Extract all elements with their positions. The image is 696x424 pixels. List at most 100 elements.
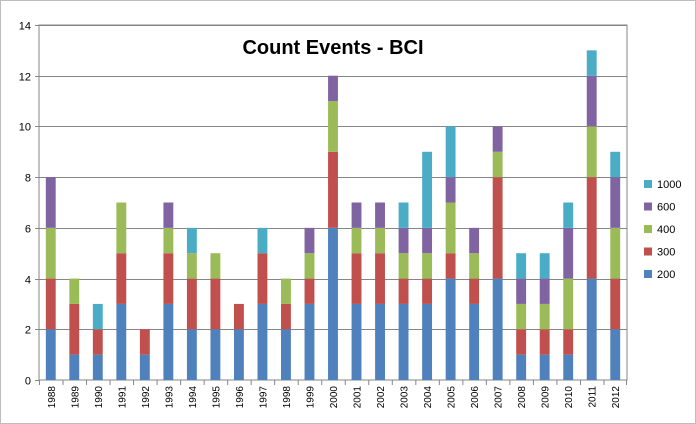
x-tick-label: 2012 xyxy=(611,386,622,409)
bar-segment-1000 xyxy=(516,253,527,279)
bar-segment-200 xyxy=(257,303,268,380)
x-tick-label: 2010 xyxy=(564,386,575,409)
bar-segment-200 xyxy=(375,303,385,380)
bar-segment-1000 xyxy=(257,227,268,254)
bar-segment-200 xyxy=(304,303,315,380)
bar-segment-400 xyxy=(492,151,503,178)
bar-segment-200 xyxy=(210,329,221,380)
bar-segment-400 xyxy=(422,253,433,279)
bar-segment-300 xyxy=(586,177,597,279)
bar-segment-400 xyxy=(69,278,80,304)
bar-segment-300 xyxy=(233,303,244,330)
x-tick-label: 1994 xyxy=(188,386,199,409)
bar-segment-600 xyxy=(563,227,574,279)
bar-segment-400 xyxy=(116,202,127,254)
bar-segment-600 xyxy=(610,177,621,228)
bar-segment-300 xyxy=(139,329,150,355)
bar-segment-300 xyxy=(304,278,315,304)
bar-segment-400 xyxy=(210,253,221,279)
bar-segment-200 xyxy=(233,329,244,380)
bar-segment-200 xyxy=(45,329,56,380)
x-tick-label: 2003 xyxy=(400,386,411,409)
bar-segment-300 xyxy=(492,177,503,279)
x-tick-label: 2007 xyxy=(494,386,505,409)
bar-segment-200 xyxy=(563,354,574,380)
bar-segment-400 xyxy=(328,101,338,152)
legend-label-600: 600 xyxy=(657,202,675,214)
bar-segment-1000 xyxy=(610,151,621,178)
legend-label-1000: 1000 xyxy=(657,179,681,191)
bar-segment-1000 xyxy=(92,303,103,330)
bar-segment-400 xyxy=(351,227,362,254)
bar-segment-300 xyxy=(563,329,574,355)
bar-segment-300 xyxy=(281,303,291,330)
bar-segment-200 xyxy=(92,354,103,380)
bar-segment-300 xyxy=(328,151,338,228)
bar-segment-400 xyxy=(281,278,291,304)
bar-segment-600 xyxy=(328,75,338,102)
chart-title: Count Events - BCI xyxy=(242,37,424,59)
x-tick-label: 2009 xyxy=(541,386,552,409)
bar-segment-1000 xyxy=(586,50,597,76)
y-tick-label: 10 xyxy=(19,122,31,134)
bar-segment-400 xyxy=(45,227,56,279)
y-tick-label: 2 xyxy=(25,325,31,337)
bar-segment-600 xyxy=(492,126,503,152)
bar-segment-400 xyxy=(186,253,197,279)
bar-segment-300 xyxy=(210,278,221,330)
y-tick-label: 8 xyxy=(25,173,31,185)
x-tick-label: 1995 xyxy=(211,386,222,409)
bar-segment-1000 xyxy=(422,151,433,228)
bar-segment-200 xyxy=(351,303,362,380)
bar-segment-600 xyxy=(539,278,550,304)
bar-segment-600 xyxy=(586,75,597,127)
bar-segment-300 xyxy=(375,253,385,304)
bar-segment-200 xyxy=(281,329,291,380)
y-tick-label: 14 xyxy=(19,21,31,33)
bar-segment-400 xyxy=(445,202,456,254)
legend-label-300: 300 xyxy=(657,247,675,259)
y-tick-label: 6 xyxy=(25,224,31,236)
x-tick-label: 2008 xyxy=(517,386,528,409)
legend-swatch-300 xyxy=(644,247,652,256)
y-tick-label: 12 xyxy=(19,72,31,84)
bar-segment-600 xyxy=(163,202,174,228)
bar-segment-200 xyxy=(139,354,150,380)
bar-segment-200 xyxy=(328,227,338,380)
x-tick-label: 2011 xyxy=(588,386,599,408)
x-tick-label: 1990 xyxy=(94,386,105,409)
bar-segment-1000 xyxy=(539,253,550,279)
x-tick-label: 1993 xyxy=(164,386,175,409)
bar-segment-300 xyxy=(45,278,56,330)
bar-segment-200 xyxy=(469,303,480,380)
bar-segment-1000 xyxy=(563,202,574,228)
bar-segment-200 xyxy=(586,278,597,380)
y-tick-label: 4 xyxy=(25,275,31,287)
bar-segment-200 xyxy=(163,303,174,380)
x-tick-label: 1999 xyxy=(305,386,316,409)
bar-segment-400 xyxy=(304,253,315,279)
bar-segment-600 xyxy=(445,177,456,203)
bar-segment-200 xyxy=(539,354,550,380)
bar-segment-300 xyxy=(116,253,127,304)
bar-segment-300 xyxy=(351,253,362,304)
bar-segment-600 xyxy=(398,227,409,254)
bar-segment-300 xyxy=(610,278,621,330)
x-tick-label: 1997 xyxy=(258,386,269,409)
bar-segment-200 xyxy=(186,329,197,380)
bar-segment-400 xyxy=(469,253,480,279)
bar-segment-400 xyxy=(586,126,597,178)
legend-label-400: 400 xyxy=(657,224,675,236)
bar-segment-400 xyxy=(375,227,385,254)
bar-segment-200 xyxy=(398,303,409,380)
bar-segment-400 xyxy=(610,227,621,279)
bar-segment-200 xyxy=(445,278,456,380)
x-tick-label: 1989 xyxy=(70,386,81,409)
bar-segment-300 xyxy=(257,253,268,304)
bar-segment-600 xyxy=(516,278,527,304)
bar-segment-200 xyxy=(116,303,127,380)
x-tick-label: 1998 xyxy=(282,386,293,409)
x-tick-label: 1991 xyxy=(117,386,128,409)
